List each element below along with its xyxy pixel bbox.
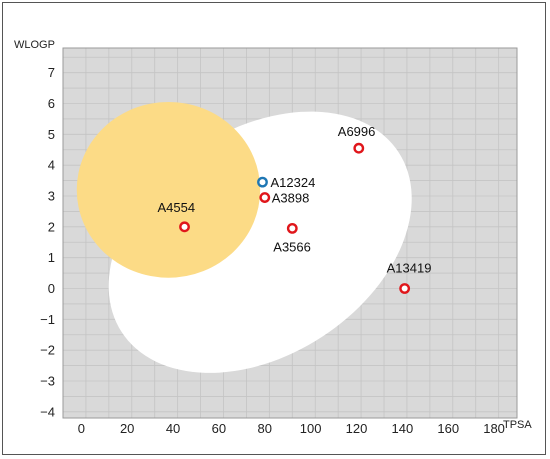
y-tick-label: 0	[48, 281, 55, 296]
y-tick-label: −2	[40, 343, 55, 358]
plot-border	[62, 47, 518, 419]
x-tick-label: 180	[483, 421, 505, 436]
point-label: A4554	[158, 200, 196, 215]
y-tick-label: 7	[48, 65, 55, 80]
data-point	[259, 192, 271, 203]
point-label: A13419	[387, 261, 432, 276]
y-tick-label: −1	[40, 312, 55, 327]
y-tick-label: 1	[48, 250, 55, 265]
y-tick-label: 5	[48, 127, 55, 142]
point-label: A12324	[270, 175, 315, 190]
x-tick-label: 80	[258, 421, 272, 436]
x-tick-label: 140	[392, 421, 414, 436]
x-tick-label: 0	[78, 421, 85, 436]
x-tick-label: 120	[346, 421, 368, 436]
y-axis-title: WLOGP	[14, 39, 55, 51]
point-label: A6996	[338, 124, 376, 139]
y-tick-label: −4	[40, 404, 55, 419]
y-tick-label: 6	[48, 96, 55, 111]
point-label: A3898	[272, 191, 310, 206]
y-tick-label: 3	[48, 189, 55, 204]
data-point	[399, 283, 411, 294]
x-tick-label: 20	[120, 421, 134, 436]
y-tick-label: 2	[48, 219, 55, 234]
data-point	[179, 221, 190, 233]
x-tick-label: 160	[437, 421, 459, 436]
point-label: A3566	[273, 239, 311, 254]
x-tick-label: 100	[300, 421, 322, 436]
data-point	[286, 222, 298, 234]
y-tick-label: 4	[48, 158, 55, 173]
x-tick-label: 40	[166, 421, 180, 436]
data-point	[257, 176, 268, 188]
data-point	[353, 142, 365, 154]
x-tick-label: 60	[212, 421, 226, 436]
region-yolk	[76, 101, 261, 278]
y-tick-label: −3	[40, 374, 55, 389]
x-axis-title: TPSA	[503, 419, 532, 431]
